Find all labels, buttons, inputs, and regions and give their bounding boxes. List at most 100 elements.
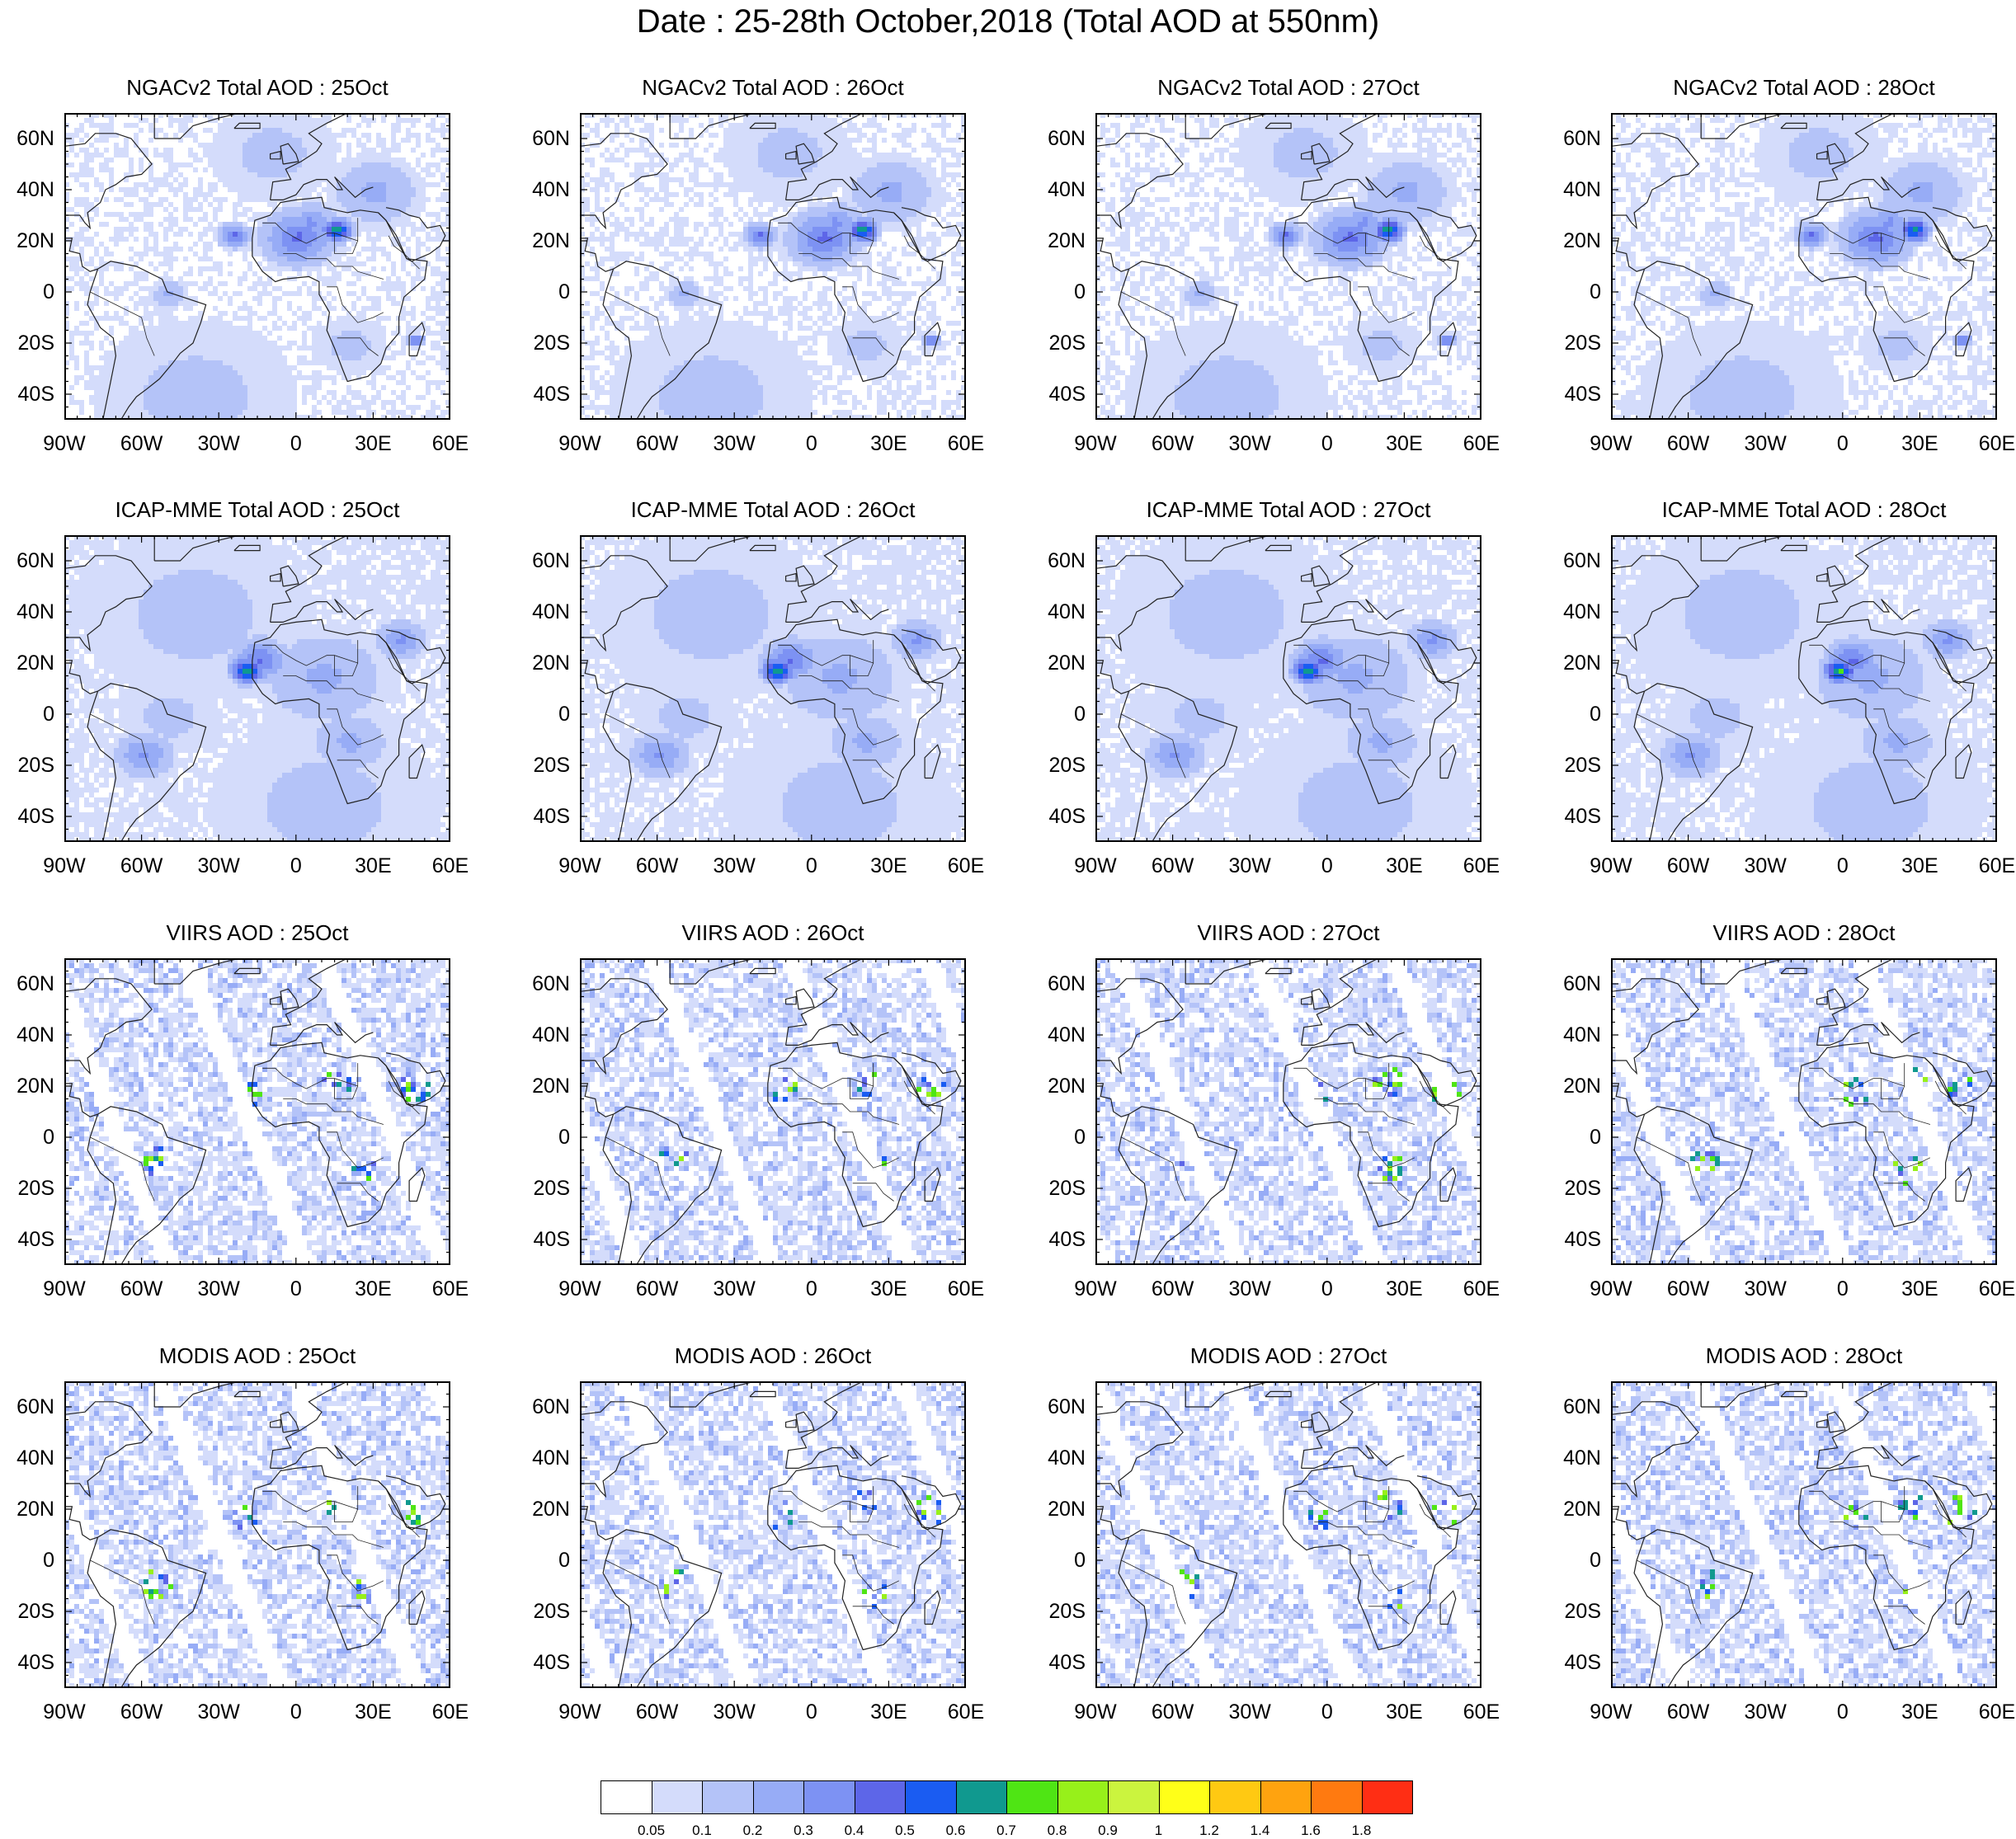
lon-tick-label: 60E xyxy=(1964,854,2016,878)
lat-tick-label: 40N xyxy=(532,1446,570,1470)
lon-tick-label: 60E xyxy=(1448,854,1514,878)
lon-tick-label: 30E xyxy=(855,1277,921,1301)
aod-raster xyxy=(1611,113,1997,420)
lat-tick-label: 0 xyxy=(43,1548,54,1573)
lat-tick-label: 40N xyxy=(1048,1023,1086,1047)
colorbar-swatch xyxy=(652,1780,704,1814)
lat-tick-label: 40S xyxy=(1565,1650,1601,1675)
lat-tick-label: 20S xyxy=(534,331,570,355)
lat-tick-label: 20S xyxy=(534,1599,570,1624)
lat-tick-label: 20N xyxy=(1048,228,1086,253)
lon-tick-label: 60W xyxy=(624,1700,690,1724)
lon-tick-label: 30W xyxy=(186,854,252,878)
lon-tick-label: 60E xyxy=(1964,431,2016,456)
lon-tick-label: 60E xyxy=(933,431,999,456)
lat-tick-label: 40S xyxy=(534,1227,570,1252)
lon-tick-label: 30W xyxy=(701,1277,767,1301)
lon-tick-label: 60E xyxy=(1448,431,1514,456)
lat-tick-label: 0 xyxy=(1590,1548,1601,1573)
lon-tick-label: 0 xyxy=(263,431,329,456)
colorbar-label: 0.9 xyxy=(1083,1823,1133,1839)
lat-tick-label: 0 xyxy=(1074,280,1086,304)
lon-tick-label: 60E xyxy=(1448,1700,1514,1724)
panel-title: ICAP-MME Total AOD : 27Oct xyxy=(1049,496,1528,523)
colorbar-label: 1.2 xyxy=(1185,1823,1234,1839)
lon-tick-label: 60W xyxy=(109,1700,175,1724)
lat-tick-label: 40N xyxy=(1563,600,1601,624)
lon-tick-label: 30W xyxy=(701,1700,767,1724)
map-panel xyxy=(1611,113,1997,420)
lat-tick-label: 40S xyxy=(534,1650,570,1675)
lon-tick-label: 60W xyxy=(109,431,175,456)
aod-raster xyxy=(1611,535,1997,842)
lat-tick-label: 40S xyxy=(18,1650,54,1675)
colorbar-swatch xyxy=(1362,1780,1414,1814)
aod-field-map xyxy=(1611,958,1997,1265)
lon-tick-label: 0 xyxy=(1294,431,1360,456)
map-panel xyxy=(580,113,966,420)
panel-title: ICAP-MME Total AOD : 25Oct xyxy=(18,496,497,523)
aod-raster xyxy=(64,535,450,842)
aod-raster xyxy=(64,1381,450,1688)
lat-tick-label: 20N xyxy=(532,651,570,675)
lon-tick-label: 60E xyxy=(417,854,483,878)
panel-title: ICAP-MME Total AOD : 26Oct xyxy=(534,496,1012,523)
lat-tick-label: 0 xyxy=(1590,702,1601,727)
map-panel xyxy=(64,113,450,420)
lon-tick-label: 0 xyxy=(1294,1700,1360,1724)
panel-title: NGACv2 Total AOD : 27Oct xyxy=(1049,74,1528,101)
lon-tick-label: 90W xyxy=(1578,854,1644,878)
map-panel xyxy=(580,1381,966,1688)
lon-tick-label: 90W xyxy=(1578,1277,1644,1301)
aod-raster xyxy=(1611,958,1997,1265)
lon-tick-label: 30W xyxy=(186,1700,252,1724)
lat-tick-label: 60N xyxy=(16,971,54,996)
colorbar-label: 0.8 xyxy=(1033,1823,1082,1839)
colorbar-swatch xyxy=(601,1780,652,1814)
lat-tick-label: 20S xyxy=(1565,331,1601,355)
lon-tick-label: 0 xyxy=(1810,854,1876,878)
lon-tick-label: 30E xyxy=(340,1700,406,1724)
colorbar-label: 1 xyxy=(1134,1823,1184,1839)
map-panel xyxy=(1095,1381,1481,1688)
lon-tick-label: 0 xyxy=(263,1700,329,1724)
lat-tick-label: 40N xyxy=(16,600,54,624)
lat-tick-label: 20S xyxy=(1049,1176,1086,1201)
lat-tick-label: 0 xyxy=(43,280,54,304)
lat-tick-label: 20N xyxy=(16,1074,54,1098)
colorbar-swatch xyxy=(956,1780,1008,1814)
lon-tick-label: 0 xyxy=(263,854,329,878)
lat-tick-label: 60N xyxy=(532,126,570,151)
panel-title: VIIRS AOD : 27Oct xyxy=(1049,920,1528,946)
colorbar-label: 1.8 xyxy=(1337,1823,1387,1839)
aod-field-map xyxy=(1095,113,1481,420)
lat-tick-label: 20N xyxy=(532,1497,570,1522)
aod-field-map xyxy=(1095,535,1481,842)
lon-tick-label: 30E xyxy=(340,431,406,456)
lat-tick-label: 40N xyxy=(1048,1446,1086,1470)
map-panel xyxy=(1611,535,1997,842)
lon-tick-label: 90W xyxy=(1062,854,1128,878)
lat-tick-label: 20N xyxy=(16,651,54,675)
lon-tick-label: 30E xyxy=(855,854,921,878)
lon-tick-label: 30W xyxy=(701,431,767,456)
lat-tick-label: 20N xyxy=(1563,228,1601,253)
lat-tick-label: 40N xyxy=(16,1023,54,1047)
lat-tick-label: 40S xyxy=(534,804,570,829)
lat-tick-label: 60N xyxy=(1048,548,1086,573)
lat-tick-label: 0 xyxy=(558,1548,570,1573)
panel-title: MODIS AOD : 28Oct xyxy=(1565,1343,2016,1369)
colorbar-swatch xyxy=(1006,1780,1058,1814)
colorbar-label: 1.4 xyxy=(1236,1823,1285,1839)
lon-tick-label: 30W xyxy=(1732,431,1798,456)
colorbar-label: 0.7 xyxy=(982,1823,1031,1839)
lat-tick-label: 20N xyxy=(1048,651,1086,675)
lat-tick-label: 20S xyxy=(1565,1176,1601,1201)
lat-tick-label: 40N xyxy=(16,1446,54,1470)
map-panel xyxy=(580,958,966,1265)
map-panel xyxy=(64,958,450,1265)
lat-tick-label: 20N xyxy=(1048,1497,1086,1522)
aod-field-map xyxy=(1095,1381,1481,1688)
lon-tick-label: 30W xyxy=(1732,1277,1798,1301)
lat-tick-label: 20N xyxy=(1563,651,1601,675)
